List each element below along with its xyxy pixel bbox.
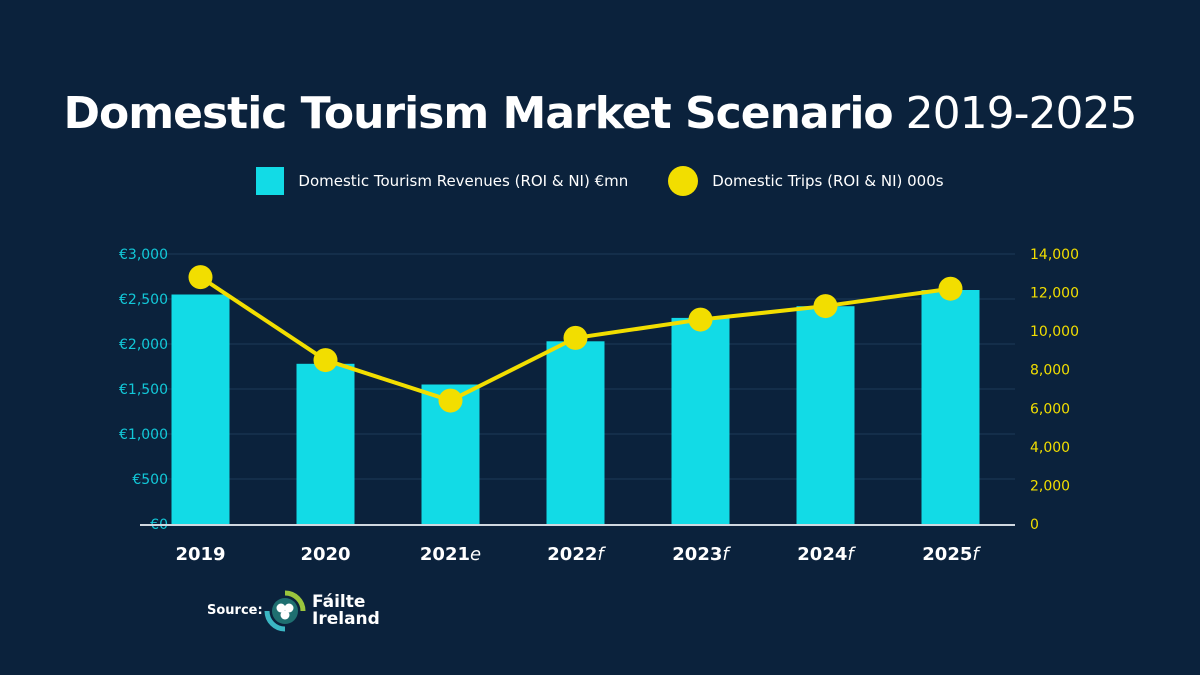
x-tick-suffix: f	[972, 544, 981, 565]
x-tick-year: 2022	[547, 544, 597, 565]
y-right-tick-label: 8,000	[1030, 363, 1070, 379]
trips-point-2025	[938, 276, 963, 301]
y-right-tick-label: 12,000	[1030, 286, 1079, 302]
y-right-tick-label: 0	[1030, 517, 1039, 533]
bar-2020	[296, 363, 355, 524]
bar-2023	[671, 317, 730, 524]
x-tick-label: 2020	[300, 544, 350, 565]
y-left-tick-label: €1,500	[119, 382, 168, 398]
y-right-tick-label: 6,000	[1030, 401, 1070, 417]
title-main: Domestic Tourism Market Scenario	[63, 88, 894, 139]
y-right-tick-label: 4,000	[1030, 440, 1070, 456]
legend: Domestic Tourism Revenues (ROI & NI) €mn…	[0, 166, 1200, 196]
trips-point-2021	[438, 388, 463, 413]
failte-ireland-logo: Fáilte Ireland	[264, 590, 380, 632]
trips-point-2022	[563, 325, 588, 350]
x-tick-suffix: f	[597, 544, 606, 565]
x-tick-year: 2020	[300, 544, 350, 565]
y-right-tick-label: 14,000	[1030, 247, 1079, 263]
x-tick-label: 2022f	[547, 544, 606, 565]
y-left-tick-label: €2,000	[119, 337, 168, 353]
x-tick-label: 2021e	[420, 544, 481, 565]
title-years: 2019-2025	[905, 88, 1138, 139]
x-tick-year: 2021	[420, 544, 470, 565]
trips-point-2019	[188, 265, 213, 290]
source-label: Source:	[207, 603, 263, 618]
bar-2022	[546, 341, 605, 524]
y-right-tick-label: 2,000	[1030, 478, 1070, 494]
x-tick-suffix: e	[470, 544, 481, 565]
x-tick-year: 2024	[797, 544, 847, 565]
x-tick-label: 2024f	[797, 544, 856, 565]
y-left-tick-label: €2,500	[119, 292, 168, 308]
legend-trips-label: Domestic Trips (ROI & NI) 000s	[712, 172, 944, 190]
bar-2019	[171, 294, 230, 524]
logo-line1: Fáilte	[312, 592, 366, 612]
trips-point-2020	[313, 348, 338, 373]
legend-revenues-label: Domestic Tourism Revenues (ROI & NI) €mn	[298, 172, 629, 190]
trips-point-2024	[813, 294, 838, 319]
y-left-tick-label: €3,000	[119, 247, 168, 263]
legend-bar-swatch	[256, 167, 285, 195]
x-tick-label: 2019	[175, 544, 225, 565]
logo-line2: Ireland	[312, 609, 380, 629]
bar-2024	[796, 306, 855, 524]
trips-point-2023	[688, 307, 713, 332]
legend-revenues: Domestic Tourism Revenues (ROI & NI) €mn	[256, 167, 628, 195]
y-right-tick-label: 10,000	[1030, 324, 1079, 340]
bar-2025	[921, 290, 980, 524]
x-tick-label: 2023f	[672, 544, 731, 565]
legend-dot-swatch	[668, 166, 699, 196]
y-left-tick-label: €1,000	[119, 427, 168, 443]
x-tick-year: 2023	[672, 544, 722, 565]
shamrock-icon	[264, 590, 306, 632]
x-tick-year: 2025	[922, 544, 972, 565]
y-left-tick-label: €500	[132, 472, 168, 488]
legend-trips: Domestic Trips (ROI & NI) 000s	[668, 166, 944, 196]
chart-title: Domestic Tourism Market Scenario 2019-20…	[0, 88, 1200, 139]
x-tick-suffix: f	[847, 544, 856, 565]
x-tick-suffix: f	[722, 544, 731, 565]
x-tick-year: 2019	[175, 544, 225, 565]
x-tick-label: 2025f	[922, 544, 981, 565]
